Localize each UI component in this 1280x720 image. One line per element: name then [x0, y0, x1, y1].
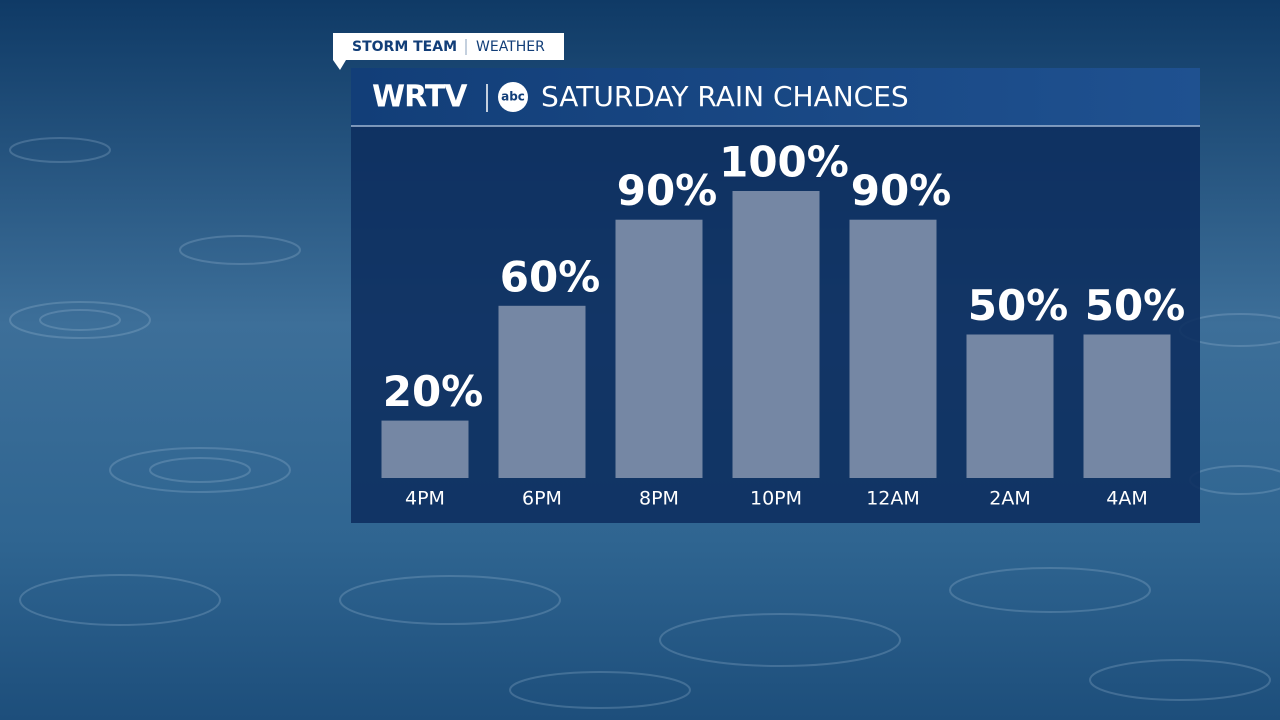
- chart-title: SATURDAY RAIN CHANCES: [541, 80, 909, 113]
- bar: [381, 420, 469, 478]
- bar: [966, 334, 1054, 478]
- bar: [615, 219, 703, 478]
- bar: [498, 305, 586, 478]
- value-label: 100%: [719, 138, 849, 187]
- value-label: 50%: [968, 281, 1069, 330]
- network-logo-text: abc: [501, 90, 525, 104]
- value-label: 60%: [500, 252, 601, 301]
- badge: [333, 33, 564, 70]
- x-tick-label: 4AM: [1106, 488, 1147, 510]
- badge-title: STORM TEAM: [352, 39, 457, 55]
- value-label: 50%: [1085, 281, 1186, 330]
- network-logo: [498, 82, 528, 112]
- x-tick-label: 2AM: [989, 488, 1030, 510]
- x-tick-label: 10PM: [750, 488, 802, 510]
- x-tick-label: 8PM: [639, 488, 679, 510]
- station-logo: WRTV: [372, 80, 468, 115]
- value-label: 90%: [617, 166, 718, 215]
- panel-header: [351, 68, 1200, 126]
- x-tick-label: 12AM: [866, 488, 920, 510]
- bar: [1083, 334, 1171, 478]
- bar: [732, 191, 820, 478]
- value-label: 90%: [851, 166, 952, 215]
- bar: [849, 219, 937, 478]
- value-label: 20%: [383, 367, 484, 416]
- badge-subtitle: WEATHER: [476, 39, 545, 55]
- x-tick-label: 6PM: [522, 488, 562, 510]
- x-tick-label: 4PM: [405, 488, 445, 510]
